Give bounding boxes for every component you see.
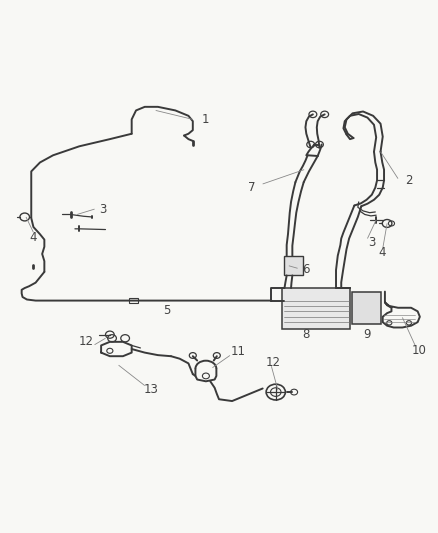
Text: 10: 10 (412, 344, 427, 357)
Text: 4: 4 (378, 246, 385, 259)
Text: 6: 6 (303, 263, 310, 276)
Text: 2: 2 (405, 174, 413, 187)
Text: 1: 1 (202, 113, 210, 126)
Text: 5: 5 (163, 304, 170, 317)
Bar (352, 292, 381, 324)
Text: 3: 3 (368, 236, 375, 248)
Text: 12: 12 (266, 356, 281, 369)
Text: 3: 3 (99, 203, 107, 216)
Text: 11: 11 (231, 345, 246, 358)
Text: 9: 9 (363, 328, 370, 341)
Text: 12: 12 (78, 335, 93, 349)
Text: 8: 8 (303, 328, 310, 341)
Text: 13: 13 (144, 383, 159, 395)
Bar (283, 288, 350, 329)
Bar (130, 298, 138, 303)
Text: 7: 7 (248, 181, 255, 194)
Text: 4: 4 (30, 231, 37, 244)
Bar (284, 256, 303, 276)
